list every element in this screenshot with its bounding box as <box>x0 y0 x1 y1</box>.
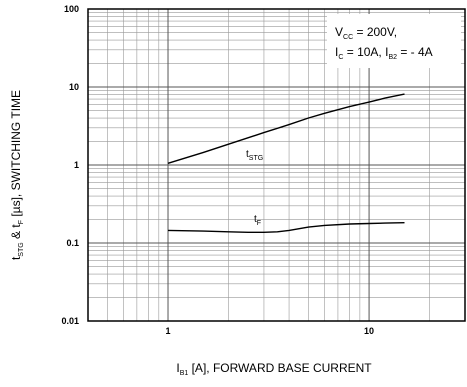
series-layer <box>167 93 405 234</box>
x-tick-label: 10 <box>364 326 374 336</box>
y-axis-label: tSTG & tF [µs], SWITCHING TIME <box>9 90 25 260</box>
y-tick-label: 0.01 <box>61 316 79 326</box>
y-tick-label: 0.1 <box>66 238 79 248</box>
y-tick-label: 10 <box>69 82 79 92</box>
y-tick-label: 100 <box>64 4 79 14</box>
series-line-tf <box>167 222 405 234</box>
series-label-tf: tF <box>254 214 261 227</box>
conditions-legend-background <box>327 14 461 68</box>
condition-vcc: VCC = 200V, <box>335 25 397 41</box>
y-tick-label: 1 <box>74 160 79 170</box>
condition-ic-ib2: IC = 10A, IB2 = - 4A <box>335 45 433 61</box>
x-axis-ticks: 1 10 <box>166 326 375 336</box>
series-line-tstg <box>167 93 405 164</box>
conditions-legend: VCC = 200V, IC = 10A, IB2 = - 4A <box>327 14 461 68</box>
x-axis-label: IB1 [A], FORWARD BASE CURRENT <box>176 361 372 377</box>
plot-frame <box>87 8 466 322</box>
y-axis-ticks: 0.01 0.1 1 10 100 <box>61 4 79 326</box>
x-tick-label: 1 <box>166 326 171 336</box>
series-label-tstg: tSTG <box>246 149 263 162</box>
